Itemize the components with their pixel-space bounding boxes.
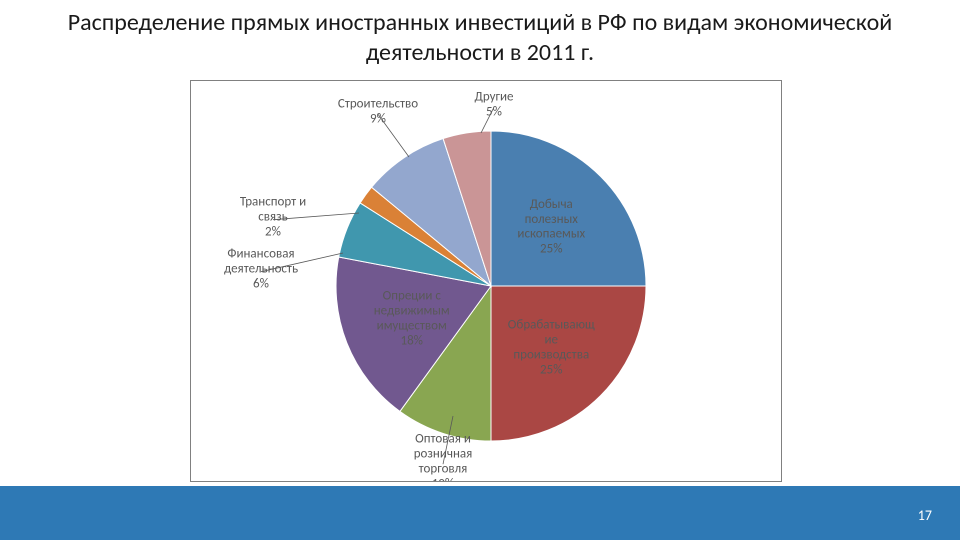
pie-slice-label: Строительство9% (338, 97, 418, 127)
footer-bar (0, 486, 960, 540)
pie-slice-label: Финансоваядеятельность6% (224, 247, 298, 292)
pie-slice-label: Транспорт исвязь2% (240, 195, 306, 240)
pie-slice-label: Другие5% (475, 90, 514, 120)
pie-chart: Добычаполезныхископаемых25%Обрабатывающи… (190, 80, 782, 482)
pie-chart-svg: Добычаполезныхископаемых25%Обрабатывающи… (191, 81, 781, 481)
pie-slice-label: Оптовая ирозничнаяторговля10% (414, 432, 473, 481)
page-number: 17 (918, 507, 932, 524)
pie-slice (491, 286, 646, 441)
slide-title: Распределение прямых иностранных инвести… (60, 8, 900, 68)
